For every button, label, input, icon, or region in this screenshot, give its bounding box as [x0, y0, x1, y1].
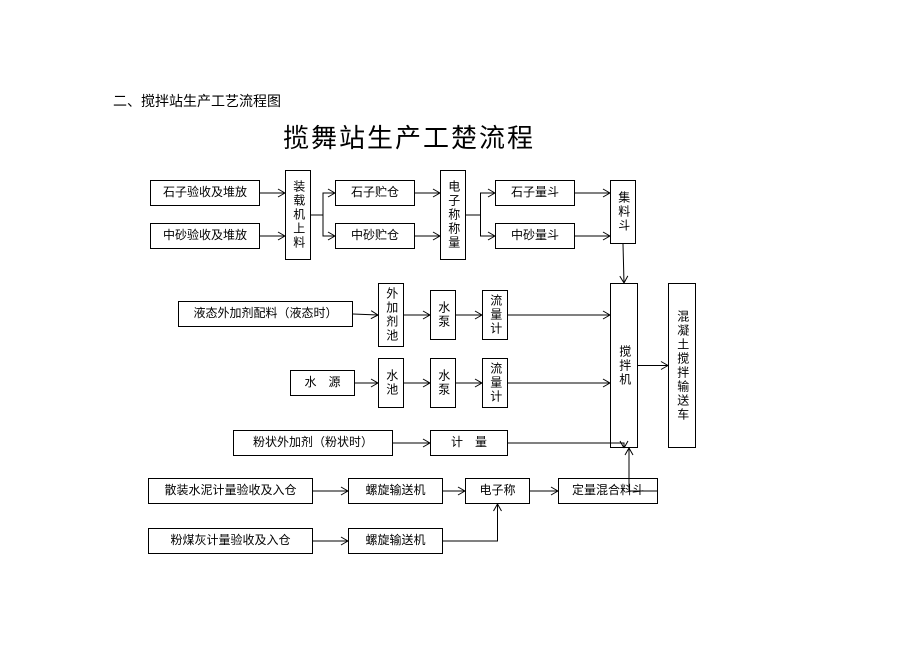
- section-label: 二、搅拌站生产工艺流程图: [113, 91, 281, 111]
- node-n25: 螺旋输送机: [348, 528, 443, 554]
- node-n3: 装载机上料: [285, 170, 311, 260]
- node-n7: 石子量斗: [495, 180, 575, 206]
- node-n21: 螺旋输送机: [348, 478, 443, 504]
- node-n19: 计 量: [430, 430, 508, 456]
- node-n12: 水泵: [430, 290, 456, 340]
- node-n6: 电子称称量: [440, 170, 466, 260]
- node-n9: 集料斗: [610, 180, 636, 244]
- node-n4: 石子贮仓: [335, 180, 415, 206]
- diagram-title: 揽舞站生产工楚流程: [283, 118, 535, 155]
- node-n14: 水 源: [290, 370, 355, 396]
- node-n5: 中砂贮仓: [335, 223, 415, 249]
- node-n26: 搅拌机: [610, 283, 638, 448]
- node-n1: 石子验收及堆放: [150, 180, 260, 206]
- node-n16: 水泵: [430, 358, 456, 408]
- node-n13: 流量计: [482, 290, 508, 340]
- node-n22: 电子称: [465, 478, 530, 504]
- node-n8: 中砂量斗: [495, 223, 575, 249]
- node-n24: 粉煤灰计量验收及入仓: [148, 528, 313, 554]
- node-n20: 散装水泥计量验收及入仓: [148, 478, 313, 504]
- node-n2: 中砂验收及堆放: [150, 223, 260, 249]
- node-n27: 混凝土搅拌输送车: [668, 283, 696, 448]
- node-n11: 外加剂池: [378, 283, 404, 347]
- node-n10: 液态外加剂配料（液态时）: [178, 301, 353, 327]
- node-n23: 定量混合料斗: [558, 478, 658, 504]
- node-n17: 流量计: [482, 358, 508, 408]
- node-n18: 粉状外加剂（粉状时）: [233, 430, 393, 456]
- node-n15: 水池: [378, 358, 404, 408]
